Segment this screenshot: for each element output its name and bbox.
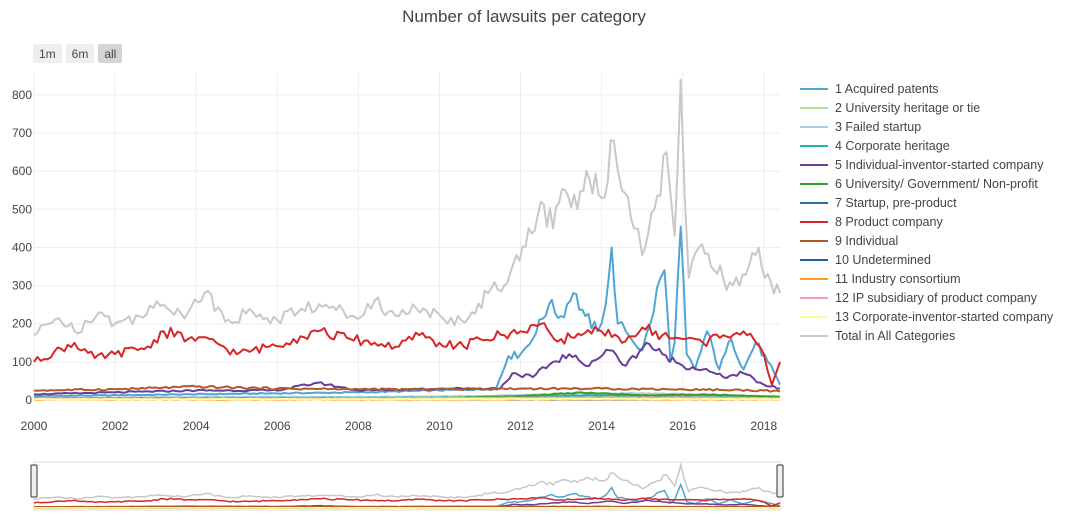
legend-label: 6 University/ Government/ Non-profit xyxy=(835,176,1038,191)
legend-item[interactable]: 8 Product company xyxy=(800,212,1053,231)
legend-label: 9 Individual xyxy=(835,233,899,248)
legend-item[interactable]: 9 Individual xyxy=(800,231,1053,250)
range-slider-right-handle[interactable] xyxy=(776,464,784,498)
x-tick-label: 2000 xyxy=(21,419,48,433)
legend-label: 1 Acquired patents xyxy=(835,81,939,96)
legend-swatch xyxy=(800,87,828,90)
chart-legend: 1 Acquired patents 2 University heritage … xyxy=(800,79,1053,345)
legend-label: 7 Startup, pre-product xyxy=(835,195,957,210)
series-line[interactable] xyxy=(33,384,781,393)
legend-item[interactable]: Total in All Categories xyxy=(800,326,1053,345)
legend-item[interactable]: 7 Startup, pre-product xyxy=(800,193,1053,212)
range-slider-preview xyxy=(33,462,781,509)
slider-series-line xyxy=(33,505,781,508)
x-tick-label: 2016 xyxy=(669,419,696,433)
range-slider-left-handle[interactable] xyxy=(30,464,38,498)
slider-series-line xyxy=(33,462,781,501)
legend-swatch xyxy=(800,125,828,128)
y-tick-label: 400 xyxy=(12,240,32,254)
legend-label: 4 Corporate heritage xyxy=(835,138,950,153)
y-axis-ticks: 0 100 200 300 400 500 600 700 800 xyxy=(12,88,32,407)
y-tick-label: 300 xyxy=(12,279,32,293)
range-selector: 1m 6m all xyxy=(33,44,123,63)
y-tick-label: 600 xyxy=(12,164,32,178)
legend-item[interactable]: 10 Undetermined xyxy=(800,250,1053,269)
range-button-6m[interactable]: 6m xyxy=(65,44,95,63)
y-tick-label: 200 xyxy=(12,317,32,331)
x-tick-label: 2010 xyxy=(426,419,453,433)
x-tick-label: 2008 xyxy=(345,419,372,433)
legend-swatch xyxy=(800,220,828,223)
legend-label: 8 Product company xyxy=(835,214,943,229)
range-button-1m[interactable]: 1m xyxy=(33,44,62,63)
legend-item[interactable]: 6 University/ Government/ Non-profit xyxy=(800,174,1053,193)
legend-swatch xyxy=(800,201,828,204)
legend-item[interactable]: 12 IP subsidiary of product company xyxy=(800,288,1053,307)
y-tick-label: 100 xyxy=(12,355,32,369)
legend-swatch xyxy=(800,277,828,280)
x-axis-ticks: 2000 2002 2004 2006 2008 2010 2012 2014 2016 2018 xyxy=(21,419,778,433)
legend-label: 13 Corporate-inventor-started company xyxy=(835,309,1054,324)
legend-swatch xyxy=(800,144,828,147)
x-tick-label: 2012 xyxy=(507,419,534,433)
series-line[interactable] xyxy=(33,78,781,337)
y-tick-label: 500 xyxy=(12,202,32,216)
legend-swatch xyxy=(800,182,828,185)
series-line[interactable] xyxy=(33,322,781,386)
legend-swatch xyxy=(800,163,828,166)
y-tick-label: 800 xyxy=(12,88,32,102)
slider-series-line xyxy=(33,496,781,507)
x-tick-label: 2002 xyxy=(102,419,129,433)
legend-item[interactable]: 2 University heritage or tie xyxy=(800,98,1053,117)
plot-area[interactable] xyxy=(33,78,781,401)
legend-label: 2 University heritage or tie xyxy=(835,100,981,115)
x-tick-label: 2004 xyxy=(183,419,210,433)
legend-item[interactable]: 4 Corporate heritage xyxy=(800,136,1053,155)
legend-item[interactable]: 11 Industry consortium xyxy=(800,269,1053,288)
legend-swatch xyxy=(800,239,828,242)
x-tick-label: 2014 xyxy=(588,419,615,433)
legend-swatch xyxy=(800,334,828,337)
series-line[interactable] xyxy=(33,341,781,396)
legend-item[interactable]: 5 Individual-inventor-started company xyxy=(800,155,1053,174)
legend-swatch xyxy=(800,106,828,109)
legend-item[interactable]: 3 Failed startup xyxy=(800,117,1053,136)
legend-label: 11 Industry consortium xyxy=(835,271,961,286)
x-tick-label: 2018 xyxy=(750,419,777,433)
range-slider[interactable] xyxy=(30,461,784,511)
legend-swatch xyxy=(800,315,828,318)
range-button-all[interactable]: all xyxy=(98,44,123,63)
series-line[interactable] xyxy=(33,225,781,398)
legend-label: 5 Individual-inventor-started company xyxy=(835,157,1044,172)
series-line[interactable] xyxy=(34,397,781,401)
legend-label: 10 Undetermined xyxy=(835,252,931,267)
legend-label: 3 Failed startup xyxy=(835,119,922,134)
legend-swatch xyxy=(800,258,828,261)
y-tick-label: 0 xyxy=(25,393,32,407)
legend-label: 12 IP subsidiary of product company xyxy=(835,290,1037,305)
legend-item[interactable]: 1 Acquired patents xyxy=(800,79,1053,98)
chart-title: Number of lawsuits per category xyxy=(402,7,646,26)
x-tick-label: 2006 xyxy=(264,419,291,433)
y-tick-label: 700 xyxy=(12,126,32,140)
legend-swatch xyxy=(800,296,828,299)
legend-label: Total in All Categories xyxy=(835,328,956,343)
gridlines xyxy=(33,72,780,401)
legend-item[interactable]: 13 Corporate-inventor-started company xyxy=(800,307,1053,326)
